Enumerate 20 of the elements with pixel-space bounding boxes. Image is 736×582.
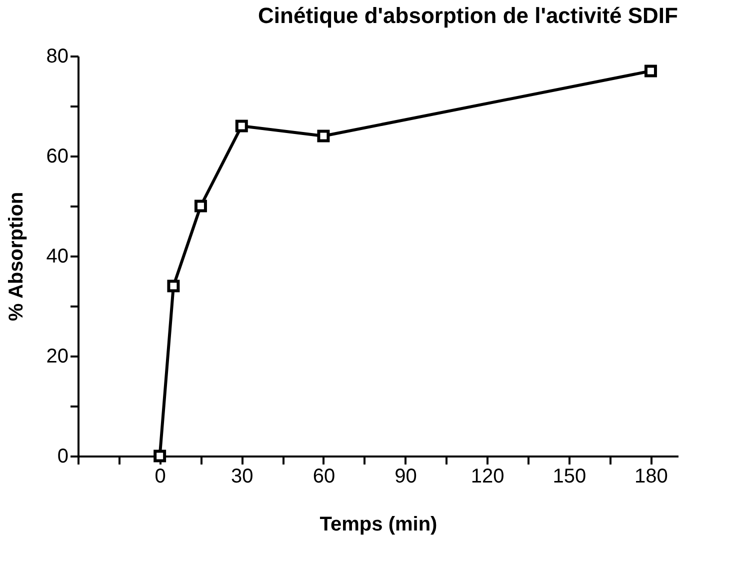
chart-title: Cinétique d'absorption de l'activité SDIF bbox=[258, 3, 678, 28]
x-tick-label: 180 bbox=[634, 466, 668, 488]
point bbox=[235, 120, 248, 132]
x-tick-label: 120 bbox=[470, 466, 504, 488]
y-axis-title: % Absorption bbox=[5, 192, 28, 322]
point bbox=[194, 200, 207, 212]
x-tick-label: 60 bbox=[312, 466, 336, 488]
y-tick-label: 40 bbox=[46, 246, 68, 268]
y-tick-label: 60 bbox=[46, 146, 68, 168]
point bbox=[167, 280, 180, 292]
x-tick-label: 30 bbox=[231, 466, 254, 488]
x-axis-title: Temps (min) bbox=[320, 514, 438, 536]
x-tick-label: 90 bbox=[394, 466, 417, 488]
y-tick-label: 20 bbox=[46, 346, 68, 368]
point bbox=[644, 64, 657, 78]
y-tick-label: 80 bbox=[46, 46, 68, 68]
point bbox=[317, 130, 330, 142]
y-tick-label: 0 bbox=[57, 446, 68, 468]
x-tick-label: 0 bbox=[154, 466, 166, 488]
x-tick-label: 150 bbox=[552, 466, 586, 488]
